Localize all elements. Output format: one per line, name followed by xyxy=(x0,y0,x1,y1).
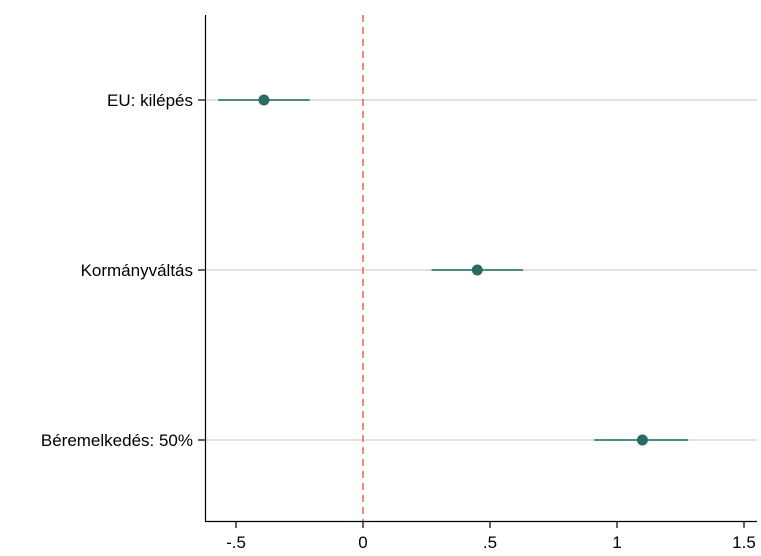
axes xyxy=(204,15,757,523)
x-ticks: -.5 0 .5 1 1.5 xyxy=(226,521,756,552)
y-tick-label: Béremelkedés: 50% xyxy=(41,431,193,450)
x-tick-label: 1.5 xyxy=(732,533,756,552)
x-tick-label: 0 xyxy=(358,533,367,552)
point-estimates xyxy=(258,94,648,446)
x-tick-label: 1 xyxy=(612,533,621,552)
y-tick-label: Kormányváltás xyxy=(81,261,193,280)
point-estimate xyxy=(471,264,483,276)
x-tick-label: -.5 xyxy=(226,533,246,552)
y-ticks: EU: kilépés Kormányváltás Béremelkedés: 50… xyxy=(41,91,205,450)
point-estimate xyxy=(258,94,270,106)
point-estimate xyxy=(636,434,648,446)
y-tick-label: EU: kilépés xyxy=(107,91,193,110)
x-tick-label: .5 xyxy=(483,533,497,552)
